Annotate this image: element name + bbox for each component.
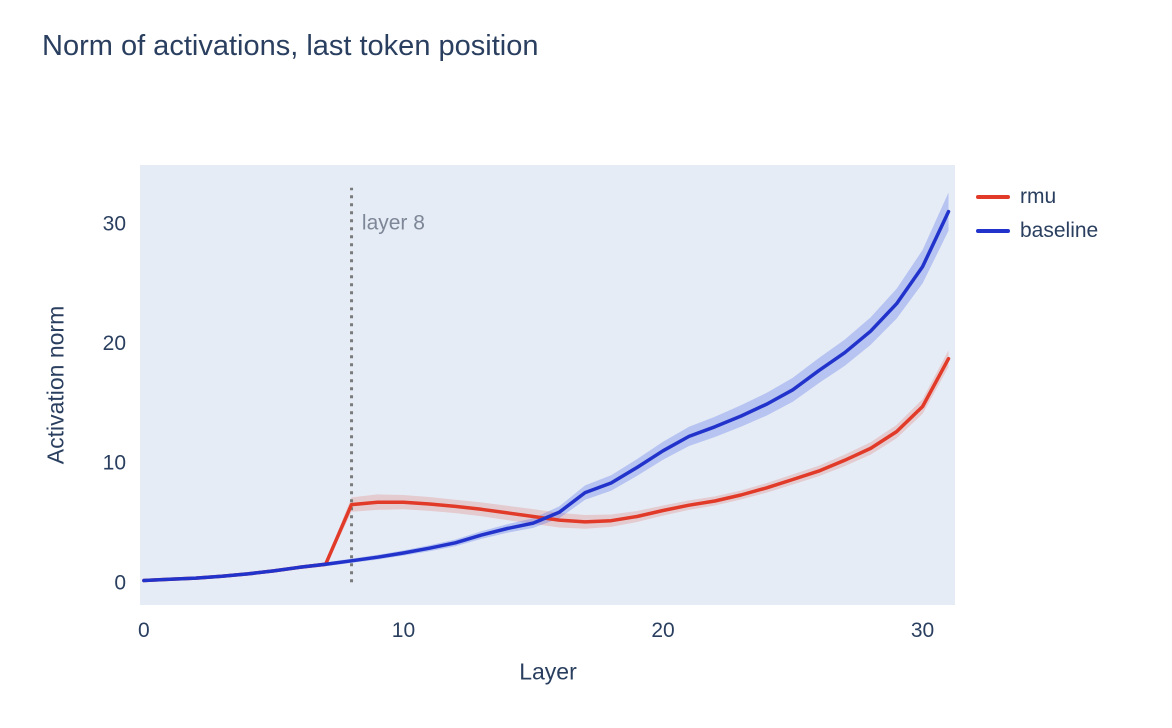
y-tick-label: 20 (103, 332, 126, 355)
legend-item-baseline[interactable]: baseline (976, 219, 1098, 243)
y-tick-label: 0 (114, 571, 126, 594)
y-tick-label: 30 (103, 213, 126, 236)
x-tick-label: 10 (392, 619, 415, 642)
x-tick-label: 30 (911, 619, 934, 642)
chart-title: Norm of activations, last token position (42, 30, 539, 62)
y-axis-label: Activation norm (42, 305, 69, 465)
x-tick-label: 0 (138, 619, 150, 642)
vline-annotation: layer 8 (362, 212, 425, 235)
baseline-line (142, 209, 951, 583)
legend: rmu baseline (976, 185, 1098, 243)
x-axis-label: Layer (519, 658, 577, 685)
baseline-confidence-band (143, 192, 949, 582)
plot-area[interactable] (140, 165, 955, 605)
x-tick-label: 20 (651, 619, 674, 642)
baseline-line-swatch (976, 229, 1010, 233)
legend-item-rmu[interactable]: rmu (976, 185, 1098, 209)
rmu-line-swatch (976, 195, 1010, 199)
legend-label-rmu: rmu (1020, 185, 1057, 208)
y-tick-label: 10 (103, 452, 126, 475)
legend-label-baseline: baseline (1020, 219, 1099, 242)
